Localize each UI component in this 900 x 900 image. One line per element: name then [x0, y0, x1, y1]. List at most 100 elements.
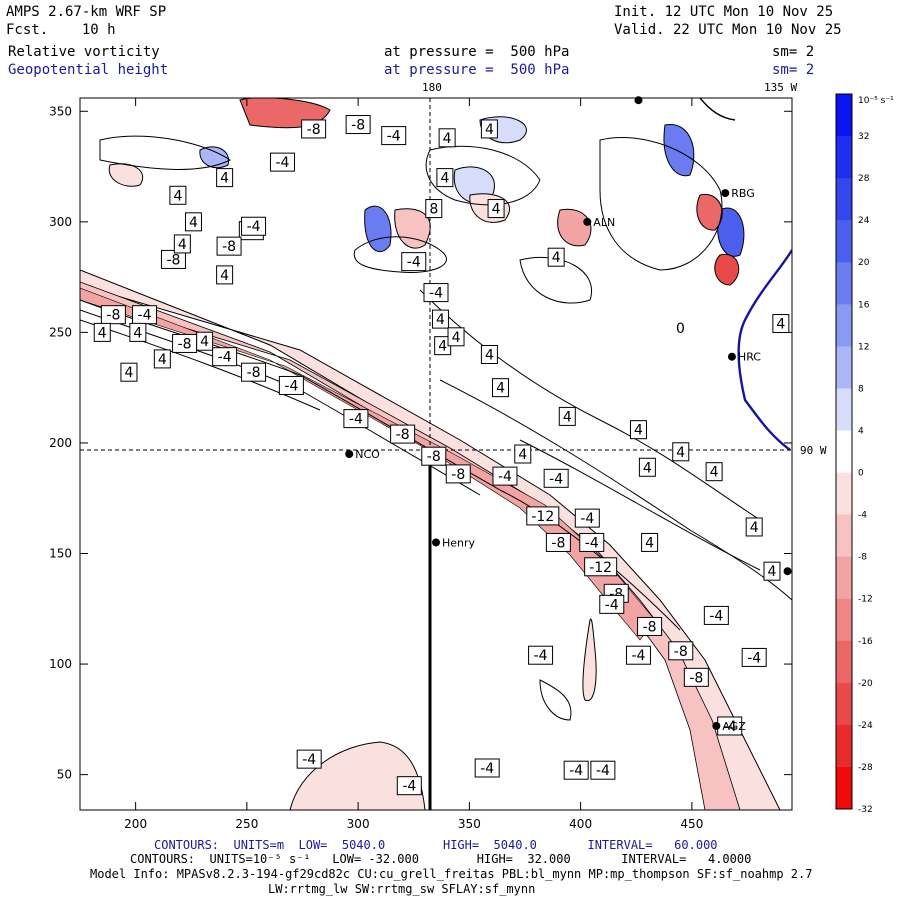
contour-label: -8 — [160, 249, 186, 269]
contour-label: -4 — [396, 776, 422, 796]
contour-label: 4 — [705, 462, 723, 482]
contour-label: -8 — [445, 464, 471, 484]
contour-label-text: -8 — [451, 467, 465, 483]
contour-label: -4 — [492, 466, 518, 486]
contour-label: 4 — [153, 349, 171, 369]
contour-label-text: 4 — [220, 268, 229, 284]
contour-label-text: 4 — [485, 347, 494, 363]
contour-label-box — [345, 115, 371, 135]
contour-label-box — [563, 760, 589, 780]
contour-label-box — [241, 362, 267, 382]
x-tick-label: 250 — [235, 817, 258, 831]
contour-label-box — [423, 283, 449, 303]
neg-blob-ne2 — [696, 193, 723, 231]
contour-label-text: -4 — [534, 648, 548, 664]
contour-label: 4 — [431, 309, 449, 329]
colorbar-label: 20 — [858, 258, 870, 268]
colorbar-swatch — [836, 514, 852, 558]
contour-label: 4 — [438, 128, 456, 148]
contour-label-text: -4 — [549, 471, 563, 487]
contour-label-text: -8 — [643, 619, 657, 635]
field1-name: Relative vorticity — [8, 44, 160, 60]
contour-label: -4 — [543, 468, 569, 488]
contour-label-box — [526, 506, 560, 526]
contour-info-height: CONTOURS: UNITS=m LOW= 5040.0 HIGH= 5040… — [154, 838, 718, 852]
field2-level: at pressure = 500 hPa — [384, 62, 570, 78]
lon-label-135w: 135 W — [764, 81, 797, 94]
contour-label-box — [584, 557, 618, 577]
station: AGZ — [712, 720, 746, 733]
small-contour-2 — [425, 145, 541, 206]
y-tick-label: 100 — [49, 657, 72, 671]
colorbar-swatch — [836, 430, 852, 474]
contour-label: -8 — [637, 616, 663, 636]
neg-blob-nw2 — [108, 163, 143, 187]
pos-blob-nw — [199, 146, 230, 169]
contour-label-text: 4 — [485, 122, 494, 138]
field2-name: Geopotential height — [8, 62, 169, 78]
station: HRC — [727, 351, 761, 364]
contour-label-text: -8 — [427, 449, 441, 465]
contour-label-box — [543, 468, 569, 488]
colorbar-label: -4 — [858, 511, 867, 521]
forecast-hour: Fcst. 10 h — [6, 22, 116, 38]
contour-label: 4 — [492, 378, 510, 398]
contour-label-text: -4 — [247, 219, 261, 235]
contour-label-text: 8 — [429, 202, 438, 218]
contour-label-box — [637, 616, 663, 636]
x-tick-label: 200 — [124, 817, 147, 831]
contour-label: -4 — [741, 647, 767, 667]
contour-label-box — [100, 305, 126, 325]
contour-label-text: -4 — [387, 129, 401, 145]
contour-label-box — [296, 749, 322, 769]
y-tick-label: 250 — [49, 325, 72, 339]
contour-label-text: 4 — [124, 365, 133, 381]
contour-label-text: -8 — [222, 239, 236, 255]
model-info-radiation: LW:rrtmg_lw SW:rrtmg_sw SFLAY:sf_mynn — [268, 882, 536, 896]
contour-label-box — [301, 119, 327, 139]
contour-label-box — [184, 212, 202, 232]
contour-label-box — [172, 333, 198, 353]
pos-contour-5 — [439, 379, 792, 601]
contour-label: -4 — [401, 252, 427, 272]
contour-label-box — [216, 236, 242, 256]
station: Henry — [432, 536, 476, 549]
contour-label-box — [278, 375, 304, 395]
contour-label-text: 4 — [220, 171, 229, 187]
contour-label-box — [558, 406, 576, 426]
colorbar-label: 16 — [858, 300, 870, 310]
contour-label-box — [438, 128, 456, 148]
contour-label-box — [129, 322, 147, 342]
contour-label-box — [745, 517, 763, 537]
colorbar-label: 24 — [858, 216, 870, 226]
colorbar-swatch — [836, 262, 852, 305]
contour-label-text: 4 — [750, 520, 759, 536]
small-contour-6 — [539, 679, 572, 721]
contour-label-text: -4 — [138, 308, 152, 324]
colorbar: 32 28 24 20 16 12 8 4 0 -4 -8 -12 -16 -20 -24 -28 -32 — [835, 93, 873, 815]
station-name: AGZ — [722, 720, 746, 733]
contour-label-box — [269, 152, 295, 172]
contour-label-box — [763, 561, 781, 581]
small-contour-1 — [353, 236, 447, 274]
contour-label-box — [241, 216, 267, 236]
contour-label: -8 — [301, 119, 327, 139]
contour-label-text: -4 — [585, 535, 599, 551]
contour-label-box — [492, 378, 510, 398]
contour-label-text: -4 — [605, 597, 619, 613]
contour-label-text: -4 — [631, 648, 645, 664]
contour-label: 4 — [763, 561, 781, 581]
contour-label: 4 — [547, 247, 565, 267]
contour-label-text: 4 — [173, 188, 182, 204]
contour-label-box — [590, 760, 616, 780]
contour-label-text: 4 — [440, 171, 449, 187]
station-name: NCO — [355, 448, 380, 461]
contour-label: -8 — [345, 115, 371, 135]
contour-label-text: 4 — [776, 317, 785, 333]
contour-label: -8 — [545, 532, 571, 552]
colorbar-swatch — [836, 136, 852, 179]
y-tick-label: 50 — [57, 768, 72, 782]
small-contour-5 — [99, 135, 231, 170]
contour-label: 4 — [216, 265, 234, 285]
colorbar-label: 4 — [858, 426, 864, 436]
